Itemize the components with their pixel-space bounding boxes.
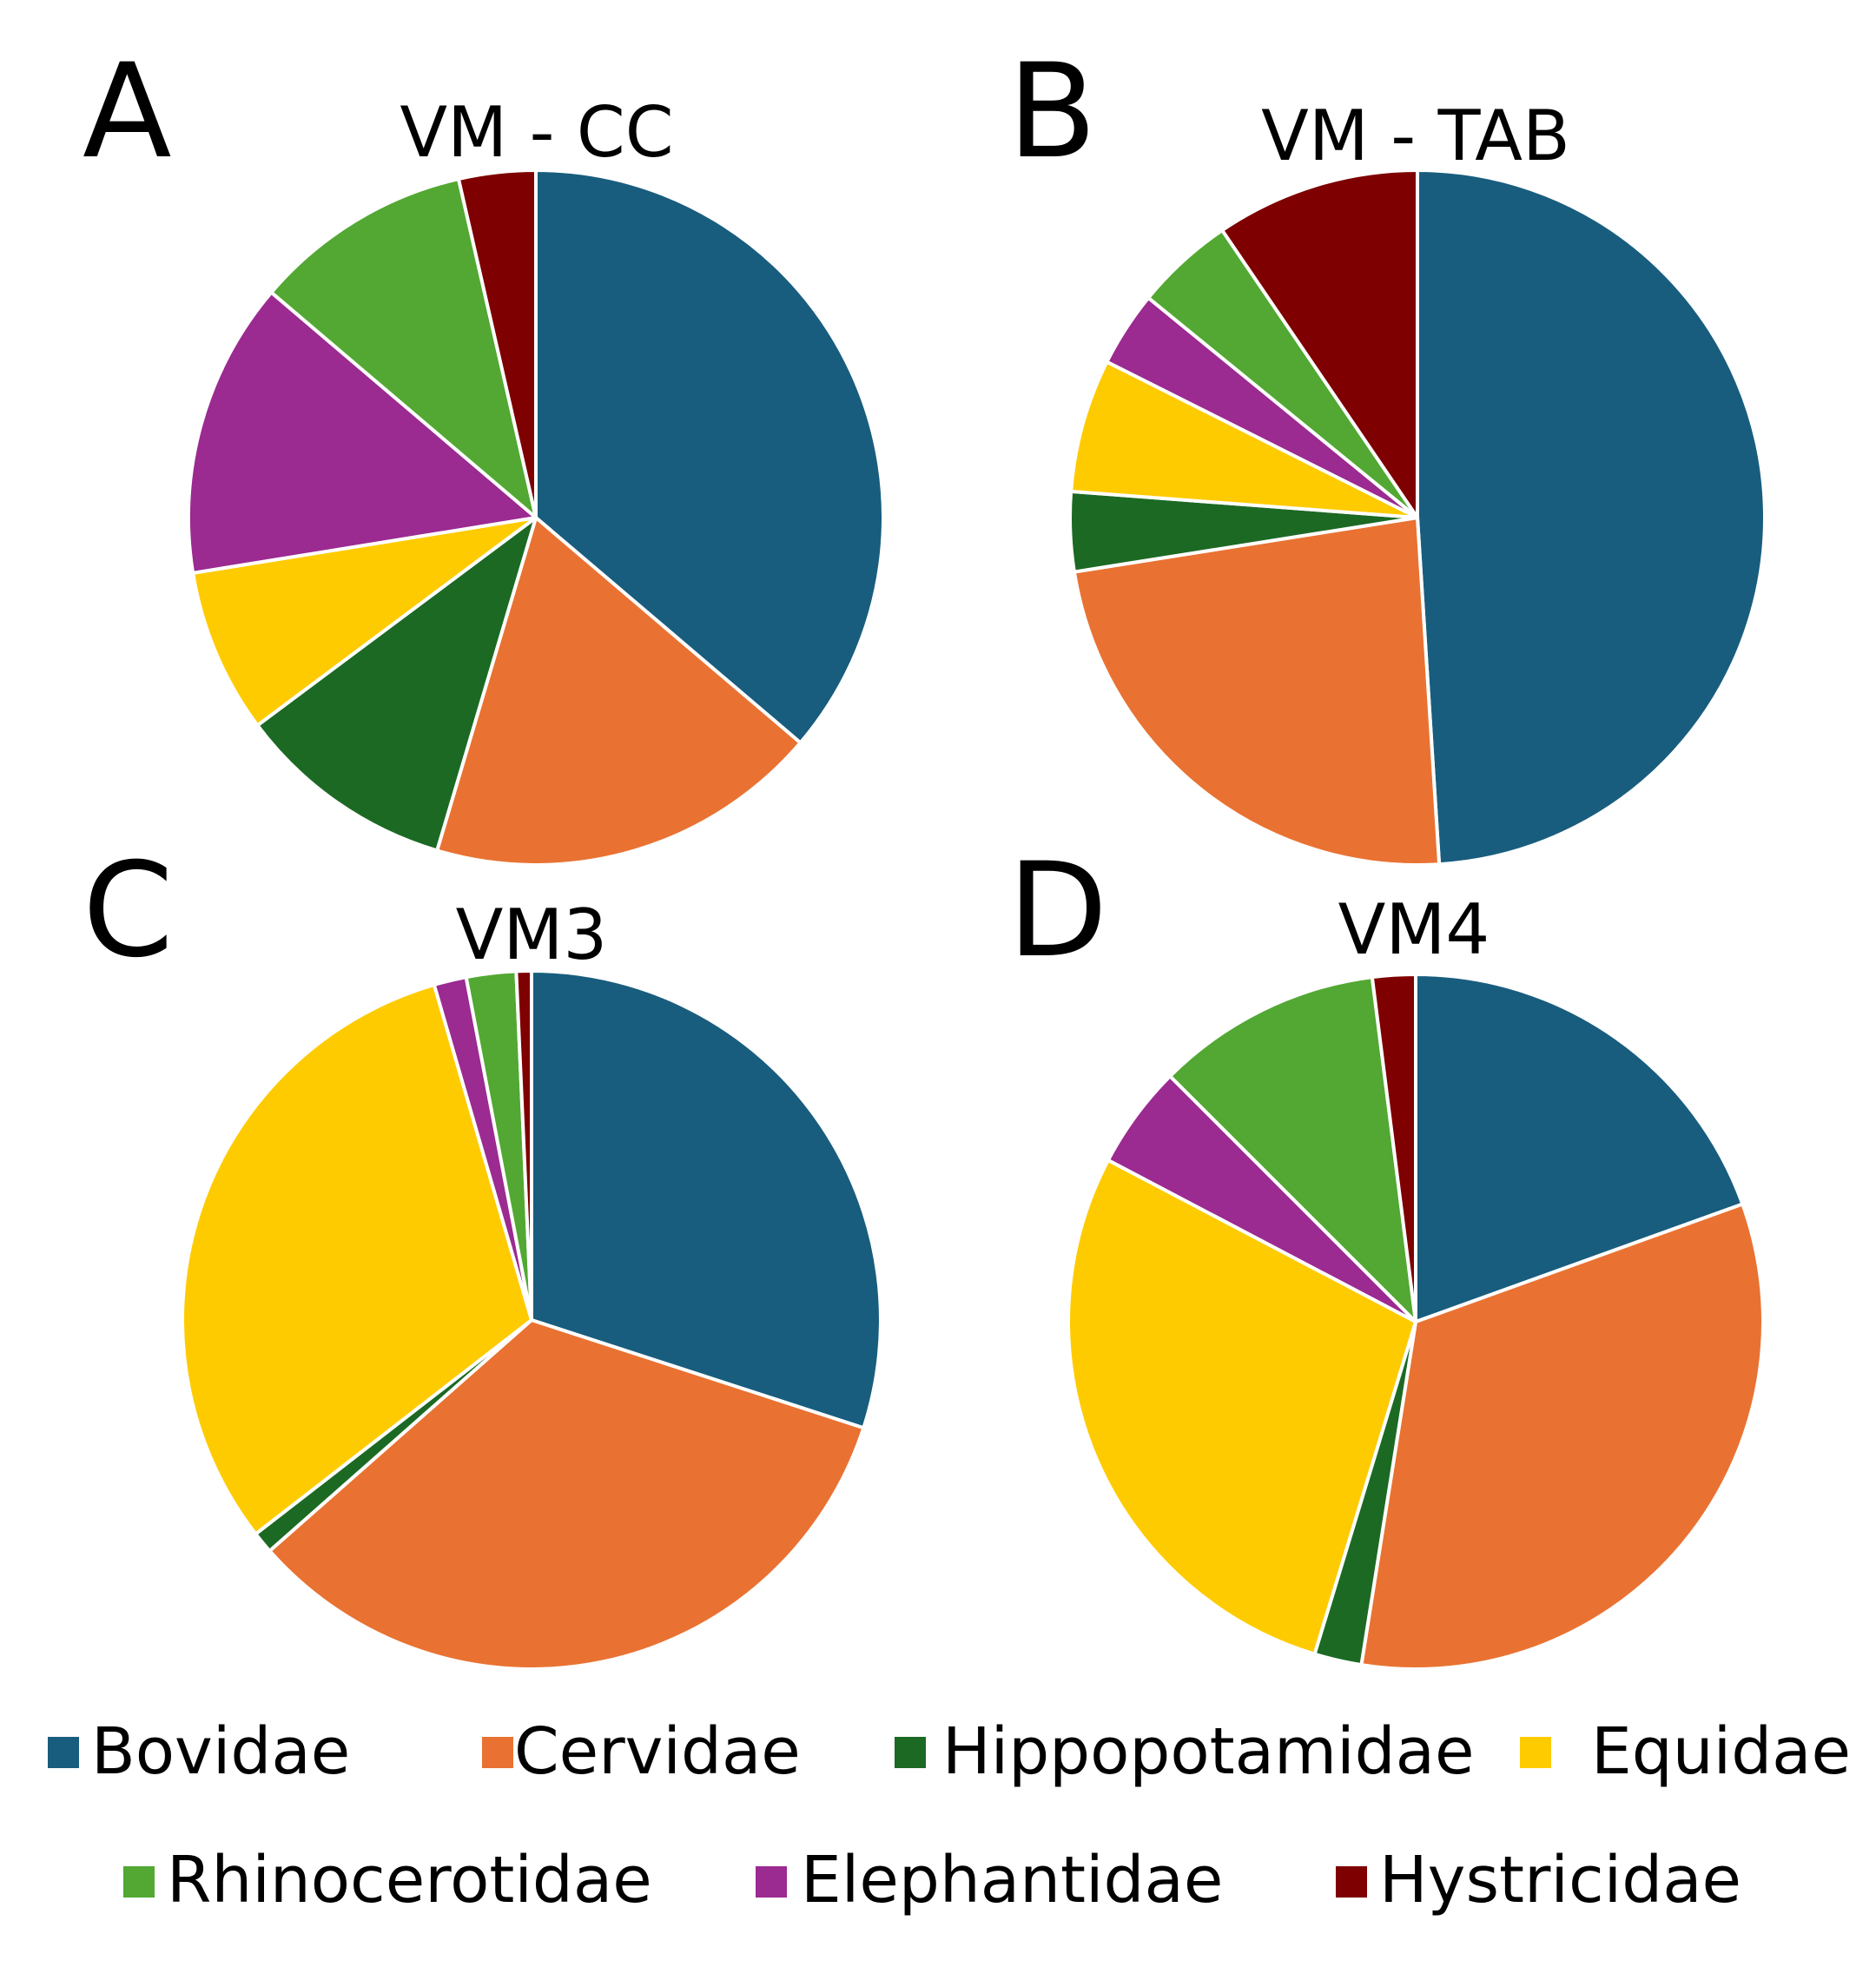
- legend-label-bovidae: Bovidae: [91, 1714, 350, 1789]
- pie-slice-b-hystricidae: [1220, 168, 1419, 519]
- legend-item-elephantidae: Elephantidae: [756, 1843, 1223, 1917]
- legend-label-hystricidae: Hystricidae: [1379, 1843, 1741, 1917]
- legend-swatch-equidae: [1520, 1737, 1551, 1768]
- pie-slice-c-cervidae: [268, 1318, 866, 1671]
- legend-swatch-hystricidae: [1336, 1866, 1367, 1898]
- pie-chart-c: [181, 969, 882, 1671]
- pie-slice-d-hystricidae: [1370, 972, 1417, 1323]
- pie-slice-a-cervidae: [435, 516, 803, 868]
- legend-label-cervidae: Cervidae: [514, 1714, 801, 1789]
- pie-slice-c-bovidae: [530, 969, 882, 1430]
- legend-swatch-rhinocerotidae: [123, 1866, 155, 1898]
- panel-letter-a: A: [83, 36, 172, 188]
- panel-a: A VM - CC: [83, 36, 885, 868]
- panel-title-c: VM3: [456, 894, 608, 975]
- pie-slice-c-equidae: [181, 982, 533, 1536]
- panel-letter-b: B: [1007, 36, 1097, 188]
- panel-title-d: VM4: [1338, 889, 1490, 970]
- legend-label-equidae: Equidae: [1591, 1714, 1851, 1789]
- legend-label-hippopotamidae: Hippopotamidae: [942, 1714, 1475, 1789]
- pie-slice-c-hystricidae: [514, 969, 533, 1322]
- pie-slice-b-cervidae: [1072, 516, 1442, 867]
- pie-slice-a-rhinocerotidae: [269, 177, 538, 519]
- panel-title-a: VM - CC: [400, 92, 673, 173]
- panel-d: D VM4: [1007, 835, 1765, 1671]
- pie-slice-a-equidae: [191, 516, 538, 728]
- pie-slice-d-rhinocerotidae: [1168, 975, 1417, 1323]
- pie-chart-b: [1068, 168, 1767, 867]
- pie-chart-d: [1067, 972, 1765, 1671]
- legend-swatch-bovidae: [48, 1737, 79, 1768]
- pie-slice-b-equidae: [1069, 360, 1419, 519]
- legend-label-elephantidae: Elephantidae: [801, 1843, 1223, 1917]
- legend: Bovidae Cervidae Hippopotamidae Equidae …: [48, 1714, 1851, 1917]
- panel-letter-c: C: [83, 835, 174, 987]
- panel-b: B VM - TAB: [1007, 36, 1767, 867]
- legend-item-rhinocerotidae: Rhinocerotidae: [123, 1843, 652, 1917]
- legend-item-hippopotamidae: Hippopotamidae: [895, 1714, 1475, 1789]
- legend-item-equidae: Equidae: [1520, 1714, 1851, 1789]
- legend-item-hystricidae: Hystricidae: [1336, 1843, 1741, 1917]
- pie-slice-d-cervidae: [1359, 1202, 1765, 1671]
- legend-swatch-cervidae: [482, 1737, 513, 1768]
- legend-item-bovidae: Bovidae: [48, 1714, 350, 1789]
- pie-slice-a-elephantidae: [187, 290, 538, 575]
- legend-swatch-elephantidae: [756, 1866, 787, 1898]
- legend-swatch-hippopotamidae: [895, 1737, 926, 1768]
- pie-slice-a-hystricidae: [456, 168, 538, 519]
- legend-item-cervidae: Cervidae: [482, 1714, 801, 1789]
- pie-slice-a-bovidae: [534, 168, 885, 745]
- pie-slice-d-bovidae: [1414, 973, 1745, 1323]
- panel-letter-d: D: [1007, 835, 1108, 987]
- panel-c: C VM3: [83, 835, 882, 1671]
- pie-slice-d-equidae: [1067, 1158, 1417, 1656]
- legend-label-rhinocerotidae: Rhinocerotidae: [167, 1843, 652, 1917]
- panel-title-b: VM - TAB: [1261, 96, 1570, 176]
- pie-chart-a: [187, 168, 885, 868]
- pie-slice-b-bovidae: [1416, 168, 1767, 867]
- pie-slice-a-hippopotamidae: [255, 516, 538, 853]
